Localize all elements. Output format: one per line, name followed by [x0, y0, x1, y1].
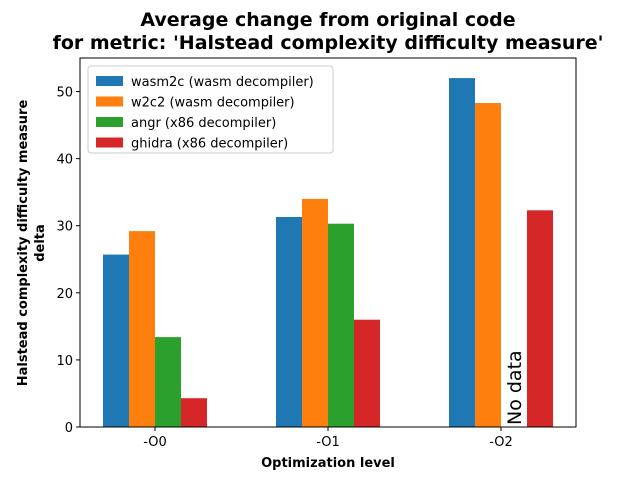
legend-label-series-4: ghidra (x86 decompiler) [131, 137, 288, 152]
legend-swatch-series-3 [96, 117, 123, 127]
chart-title-line-1: Average change from original code [140, 9, 515, 31]
bar-O0-series-1 [103, 254, 129, 427]
x-axis-label: Optimization level [261, 456, 395, 471]
x-tick-label: -O2 [489, 435, 513, 450]
bar-O0-series-3 [155, 337, 181, 427]
legend-swatch-series-4 [96, 137, 123, 148]
plot-area: No data 0 10 20 30 40 50 -O0 -O1 -O2 [56, 57, 577, 450]
bar-O0-series-4 [181, 398, 207, 427]
bar-O1-series-3 [328, 223, 354, 427]
y-tick-label: 30 [56, 220, 73, 235]
legend-label-series-2: w2c2 (wasm decompiler) [131, 96, 295, 111]
legend-swatch-series-2 [96, 96, 123, 107]
bar-O2-series-4 [527, 210, 553, 427]
legend-swatch-series-1 [96, 76, 123, 86]
bar-O1-series-4 [354, 319, 380, 427]
y-axis-label-line-1: Halstead complexity difficulty measure [16, 100, 31, 387]
legend-box [87, 65, 334, 154]
y-tick-label: 20 [56, 287, 73, 302]
y-tick-label: 10 [56, 354, 73, 369]
y-axis-label-line-2: delta [33, 224, 48, 262]
bar-O0-series-2 [129, 231, 155, 427]
bar-O1-series-2 [302, 198, 328, 427]
bar-O2-series-1 [449, 78, 475, 427]
chart-title-line-2: for metric: 'Halstead complexity difficu… [53, 32, 604, 54]
x-tick-label: -O0 [143, 435, 167, 450]
y-tick-label: 40 [56, 153, 73, 168]
legend-label-series-3: angr (x86 decompiler) [131, 116, 276, 131]
y-tick-label: 0 [65, 421, 73, 436]
x-tick-label: -O1 [316, 435, 340, 450]
legend: wasm2c (wasm decompiler) w2c2 (wasm decom… [87, 65, 334, 154]
legend-label-series-1: wasm2c (wasm decompiler) [131, 75, 314, 90]
no-data-annotation: No data [504, 350, 526, 425]
bar-O2-series-2 [475, 103, 501, 427]
bar-O1-series-1 [276, 217, 302, 427]
y-tick-label: 50 [56, 86, 73, 101]
